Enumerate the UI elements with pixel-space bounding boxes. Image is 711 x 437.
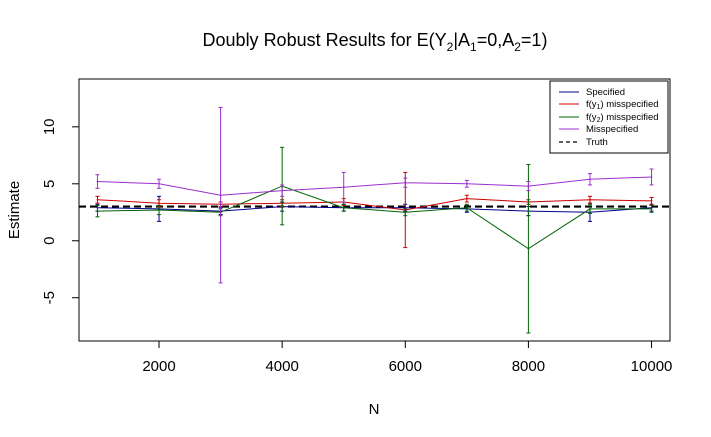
- error-bar: [649, 204, 654, 213]
- error-bar: [464, 194, 469, 203]
- x-tick-label: 2000: [142, 358, 175, 375]
- data-point: [96, 180, 99, 183]
- data-point: [158, 202, 160, 205]
- error-bar: [157, 204, 162, 216]
- legend: Specified f(y1) misspecified f(y2) missp…: [549, 80, 669, 154]
- data-point: [527, 247, 530, 250]
- x-axis-label: N: [369, 401, 380, 418]
- error-bar: [341, 171, 346, 203]
- y-tick-label: 0: [41, 237, 58, 245]
- legend-label-misspecified: Misspecified: [586, 124, 638, 135]
- data-point: [96, 210, 99, 213]
- x-tick-label: 6000: [389, 358, 422, 375]
- data-point: [527, 185, 530, 187]
- chart-title: Doubly Robust Results for E(Y2|A1=0,A2=1…: [203, 30, 548, 54]
- data-point: [158, 209, 160, 211]
- data-point: [465, 197, 468, 200]
- error-bar: [157, 178, 162, 189]
- legend-label-fy2: f(y2) misspecified: [586, 112, 659, 124]
- x-tick-label: 10000: [631, 358, 673, 375]
- plot-frame: [78, 78, 671, 342]
- series-line: [97, 198, 652, 211]
- data-point: [158, 182, 160, 185]
- data-point: [281, 189, 284, 192]
- x-axis: 2000 4000 6000 8000 10000: [142, 341, 672, 375]
- data-point: [589, 198, 591, 201]
- legend-label-truth: Truth: [586, 137, 608, 148]
- error-bar: [587, 195, 592, 204]
- error-bar: [341, 203, 346, 212]
- series-line: [97, 206, 652, 213]
- data-point: [589, 178, 591, 181]
- legend-label-fy1: f(y1) misspecified: [586, 99, 659, 111]
- data-point: [650, 207, 653, 210]
- data-point: [650, 199, 653, 202]
- x-tick-label: 8000: [512, 358, 545, 375]
- error-bar: [526, 163, 531, 334]
- series-2: [95, 146, 654, 334]
- error-bar: [649, 196, 654, 205]
- error-bar: [526, 181, 531, 192]
- x-tick-label: 4000: [265, 358, 298, 375]
- y-axis-label: Estimate: [6, 181, 23, 239]
- series-line: [97, 185, 652, 250]
- data-point: [404, 181, 407, 184]
- error-bar: [649, 168, 654, 186]
- y-tick-label: -5: [41, 291, 58, 304]
- error-bar: [464, 179, 469, 188]
- data-point: [465, 182, 468, 185]
- data-point: [342, 186, 345, 189]
- error-bar: [587, 203, 592, 214]
- data-point: [404, 211, 407, 214]
- y-tick-label: 5: [41, 180, 58, 188]
- data-point: [96, 198, 99, 201]
- error-bar: [464, 203, 469, 212]
- data-point: [589, 207, 591, 210]
- data-point: [342, 206, 345, 209]
- error-bar: [403, 208, 408, 217]
- error-bar: [95, 174, 100, 189]
- error-bar: [403, 177, 408, 188]
- error-bar: [280, 184, 285, 197]
- series-line: [97, 176, 652, 196]
- data-point: [650, 176, 653, 178]
- error-bar: [95, 195, 100, 204]
- y-tick-label: 10: [41, 118, 58, 135]
- series-layer: [95, 106, 654, 334]
- data-point: [465, 206, 468, 209]
- error-bar: [218, 106, 223, 284]
- series-3: [95, 106, 654, 284]
- legend-label-specified: Specified: [586, 87, 625, 98]
- error-bar: [95, 204, 100, 218]
- error-bar: [587, 173, 592, 186]
- data-point: [219, 194, 222, 197]
- y-axis: -5 0 5 10: [41, 118, 79, 304]
